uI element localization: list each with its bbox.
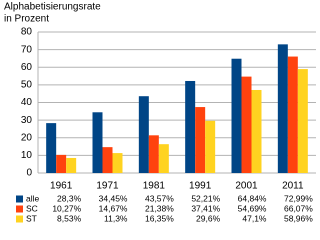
bar xyxy=(241,76,252,173)
page: {"chart_data": {"type": "bar", "title": … xyxy=(4,1,316,224)
x-tick-label: 1961 xyxy=(50,181,73,192)
bar xyxy=(287,56,298,174)
x-tick-label: 2001 xyxy=(235,181,258,192)
value-label: 8,53% xyxy=(57,213,82,223)
value-label: 28,3% xyxy=(57,193,82,203)
y-tick-label: 20 xyxy=(21,132,33,143)
value-label: 58,96% xyxy=(284,213,313,223)
bar xyxy=(102,147,113,173)
value-label: 43,57% xyxy=(145,193,174,203)
legend-label: SC xyxy=(26,203,38,213)
bar xyxy=(251,89,262,173)
value-label: 10,27% xyxy=(52,203,81,213)
value-label: 47,1% xyxy=(242,213,267,223)
x-tick-label: 1991 xyxy=(189,181,212,192)
bar xyxy=(66,157,77,173)
legend-label: alle xyxy=(26,193,40,203)
x-tick-label: 1981 xyxy=(143,181,166,192)
bar xyxy=(46,123,57,173)
y-tick-label: 50 xyxy=(21,80,33,91)
bar xyxy=(231,58,242,174)
y-tick-label: 0 xyxy=(26,168,32,179)
y-tick-label: 10 xyxy=(21,150,33,161)
value-label: 64,84% xyxy=(238,193,267,203)
value-label: 37,41% xyxy=(191,203,220,213)
value-label: 16,35% xyxy=(145,213,174,223)
value-label: 54,69% xyxy=(238,203,267,213)
bar xyxy=(277,44,288,173)
bar xyxy=(112,153,123,173)
legend-swatch xyxy=(16,215,23,223)
value-label: 14,67% xyxy=(99,203,128,213)
value-label: 66,07% xyxy=(284,203,313,213)
value-label: 21,38% xyxy=(145,203,174,213)
legend-swatch xyxy=(16,195,23,203)
x-tick-label: 2011 xyxy=(282,181,304,192)
bar xyxy=(297,69,308,173)
bar xyxy=(92,112,103,173)
bar xyxy=(195,107,206,173)
y-tick-label: 30 xyxy=(21,115,33,126)
chart: Alphabetisierungsrate in Prozent 0 10 20 30… xyxy=(4,2,316,223)
chart-title: Alphabetisierungsrate xyxy=(4,2,101,13)
value-label: 11,3% xyxy=(104,213,128,223)
x-tick-label: 1971 xyxy=(96,181,119,192)
y-tick-label: 80 xyxy=(21,27,33,38)
y-tick-label: 70 xyxy=(21,44,33,55)
value-label: 72,99% xyxy=(284,193,313,203)
chart-subtitle: in Prozent xyxy=(4,14,49,25)
bar xyxy=(138,96,149,173)
legend-label: ST xyxy=(26,213,37,223)
bar xyxy=(205,120,216,173)
value-label: 34,45% xyxy=(99,193,128,203)
y-tick-label: 60 xyxy=(21,62,33,73)
value-label: 29,6% xyxy=(196,213,221,223)
value-label: 52,21% xyxy=(191,193,220,203)
bar xyxy=(185,80,196,173)
bar xyxy=(158,144,169,173)
y-tick-label: 40 xyxy=(21,97,33,108)
legend-swatch xyxy=(16,205,23,213)
bar xyxy=(56,154,67,173)
bar xyxy=(148,135,159,173)
